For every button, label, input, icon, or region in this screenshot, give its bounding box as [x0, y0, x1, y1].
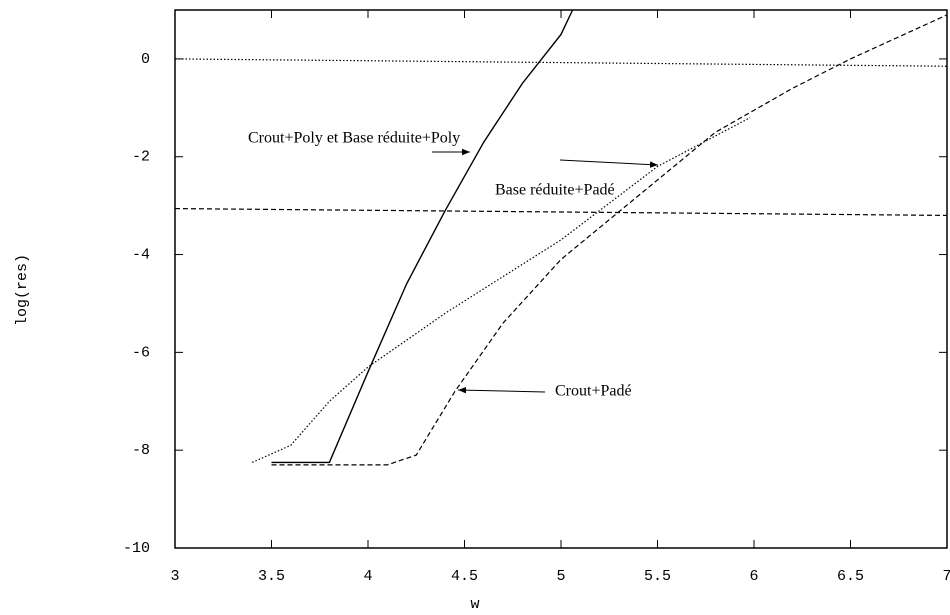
line	[271, 14, 948, 466]
annotation: Crout+Poly et Base réduite+Poly	[248, 130, 460, 147]
annotation: Crout+Padé	[555, 383, 632, 400]
y-tick-label: 0	[141, 51, 150, 68]
line	[174, 207, 948, 217]
x-tick-label: 3	[170, 568, 179, 585]
y-tick-label: -6	[132, 344, 150, 361]
line	[174, 58, 948, 67]
x-tick-label: 6.5	[837, 568, 864, 585]
line	[271, 9, 574, 464]
y-axis-label: log(res)	[14, 254, 31, 326]
y-tick-label: -2	[132, 149, 150, 166]
x-tick-label: 3.5	[258, 568, 285, 585]
x-tick-label: 4.5	[451, 568, 478, 585]
x-tick-label: 5.5	[644, 568, 671, 585]
x-tick-label: 5	[556, 568, 565, 585]
line	[251, 117, 751, 463]
arrow	[559, 159, 659, 168]
y-tick-label: -4	[132, 247, 150, 264]
x-tick-label: 4	[363, 568, 372, 585]
x-tick-label: 7	[942, 568, 950, 585]
x-axis-label: w	[470, 596, 479, 613]
annotation: Base réduite+Padé	[495, 182, 615, 199]
x-tick-label: 6	[749, 568, 758, 585]
arrow	[457, 386, 546, 394]
y-tick-label: -8	[132, 442, 150, 459]
plot-frame	[174, 9, 948, 549]
y-tick-label: -10	[123, 540, 150, 557]
